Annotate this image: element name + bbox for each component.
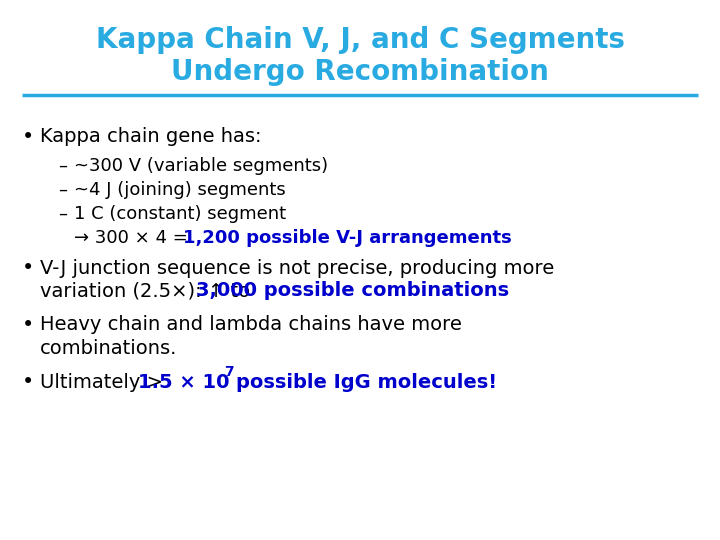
Text: Undergo Recombination: Undergo Recombination bbox=[171, 58, 549, 86]
Text: ~4 J (joining) segments: ~4 J (joining) segments bbox=[74, 181, 286, 199]
Text: 1,200 possible V-J arrangements: 1,200 possible V-J arrangements bbox=[183, 229, 512, 247]
Text: variation (2.5×): ↑ to: variation (2.5×): ↑ to bbox=[40, 281, 256, 300]
Text: → 300 × 4 =: → 300 × 4 = bbox=[74, 229, 194, 247]
Text: 3,000 possible combinations: 3,000 possible combinations bbox=[196, 281, 509, 300]
Text: •: • bbox=[22, 372, 35, 392]
Text: –: – bbox=[58, 181, 67, 199]
Text: Kappa Chain V, J, and C Segments: Kappa Chain V, J, and C Segments bbox=[96, 26, 624, 54]
Text: 7: 7 bbox=[224, 365, 233, 379]
Text: •: • bbox=[22, 315, 35, 335]
Text: Kappa chain gene has:: Kappa chain gene has: bbox=[40, 127, 261, 146]
Text: –: – bbox=[58, 157, 67, 175]
Text: combinations.: combinations. bbox=[40, 339, 177, 357]
Text: Ultimately >: Ultimately > bbox=[40, 373, 169, 392]
Text: Heavy chain and lambda chains have more: Heavy chain and lambda chains have more bbox=[40, 315, 462, 334]
Text: V-J junction sequence is not precise, producing more: V-J junction sequence is not precise, pr… bbox=[40, 259, 554, 278]
Text: •: • bbox=[22, 258, 35, 278]
Text: possible IgG molecules!: possible IgG molecules! bbox=[236, 373, 497, 392]
Text: 1.5 × 10: 1.5 × 10 bbox=[138, 373, 230, 392]
Text: •: • bbox=[22, 127, 35, 147]
Text: –: – bbox=[58, 205, 67, 223]
Text: 1 C (constant) segment: 1 C (constant) segment bbox=[74, 205, 286, 223]
Text: ~300 V (variable segments): ~300 V (variable segments) bbox=[74, 157, 328, 175]
